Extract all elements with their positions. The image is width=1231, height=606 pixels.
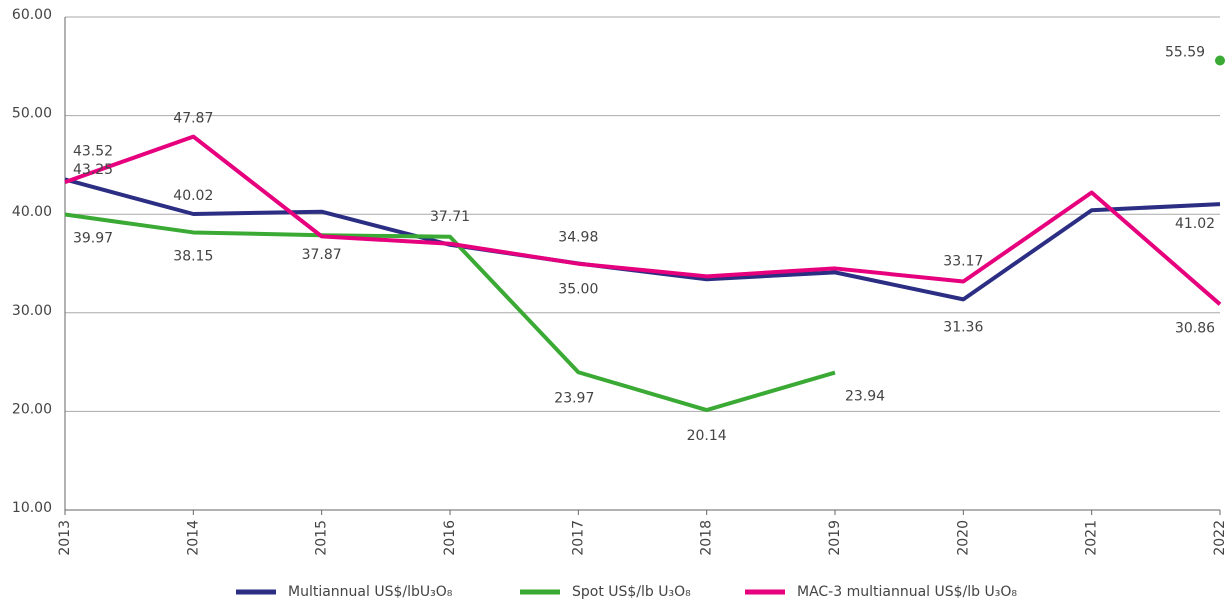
data-label: 31.36 [943, 319, 983, 335]
x-tick-label: 2020 [955, 520, 971, 556]
legend-label: Spot US$/lb U₃O₈ [572, 584, 691, 600]
data-label: 37.71 [430, 209, 470, 225]
data-label: 34.98 [558, 230, 598, 246]
x-tick-label: 2022 [1212, 520, 1228, 556]
y-tick-label: 50.00 [12, 106, 52, 122]
x-tick-label: 2013 [57, 520, 73, 556]
data-line [64, 212, 836, 413]
y-tick-label: 30.00 [12, 303, 52, 319]
data-line [64, 177, 1221, 302]
data-point [1215, 55, 1225, 66]
data-label: 20.14 [687, 428, 727, 444]
data-label: 39.97 [73, 230, 113, 246]
data-label: 41.02 [1175, 216, 1215, 232]
x-tick-label: 2016 [442, 520, 458, 556]
y-tick-label: 10.00 [12, 500, 52, 516]
data-label: 40.02 [173, 188, 213, 204]
y-tick-label: 20.00 [12, 401, 52, 417]
data-label: 43.25 [73, 162, 113, 178]
x-tick-label: 2018 [699, 520, 715, 556]
y-tick-label: 60.00 [12, 7, 52, 23]
x-tick-label: 2015 [314, 520, 330, 556]
data-label: 43.52 [73, 143, 113, 159]
legend-label: MAC-3 multiannual US$/lb U₃O₈ [797, 584, 1017, 600]
x-tick-label: 2017 [570, 520, 586, 556]
x-tick-label: 2014 [185, 520, 201, 556]
data-label: 30.86 [1175, 320, 1215, 336]
data-label: 37.87 [302, 247, 342, 263]
data-label: 47.87 [173, 111, 213, 127]
x-tick-label: 2021 [1084, 520, 1100, 556]
data-label: 35.00 [558, 282, 598, 298]
data-label: 33.17 [943, 254, 983, 270]
y-tick-label: 40.00 [12, 204, 52, 220]
data-label: 23.97 [554, 390, 594, 406]
data-line [64, 134, 1222, 306]
data-label: 23.94 [845, 389, 885, 405]
legend-label: Multiannual US$/lbU₃O₈ [288, 584, 453, 600]
data-label: 55.59 [1165, 44, 1205, 60]
x-tick-label: 2019 [827, 520, 843, 556]
data-label: 38.15 [173, 248, 213, 264]
